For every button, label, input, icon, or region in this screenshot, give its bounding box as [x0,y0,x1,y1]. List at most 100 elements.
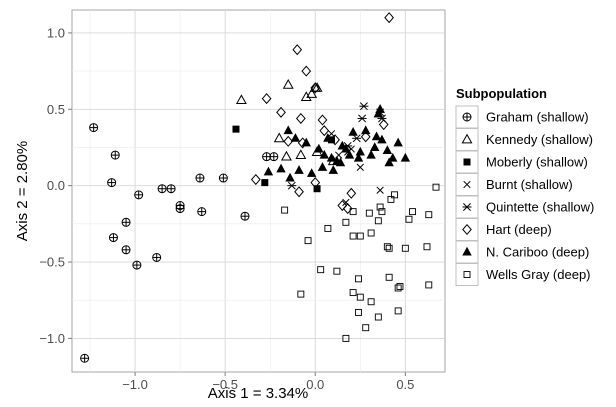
legend-item: Moberly (shallow) [455,150,588,174]
data-point [297,290,305,298]
data-point [378,118,389,131]
data-point [269,152,279,162]
data-point [317,114,328,126]
x-tick-label: −1.0 [122,377,148,392]
data-point [432,183,440,191]
data-point [362,324,370,332]
data-point [425,281,433,289]
legend-marker [463,158,471,166]
legend: Subpopulation Graham (shallow) Kennedy (s… [455,86,594,286]
data-point [376,203,384,211]
data-point [294,165,304,174]
data-point [385,244,393,252]
legend-label: Wells Gray (deep) [486,267,591,282]
data-point [371,131,382,141]
data-point [355,275,362,283]
data-point [384,157,394,167]
legend-label: Burnt (shallow) [486,177,573,192]
data-point [346,187,357,199]
legend-title: Subpopulation [456,86,547,101]
data-point [391,191,398,199]
y-tick-label: 0.0 [47,178,65,193]
data-point [370,142,380,151]
data-point [283,135,294,147]
x-tick-label: 0.0 [306,377,324,392]
data-point [326,152,337,162]
data-point [330,134,340,146]
y-tick-label: 0.5 [47,102,65,117]
x-axis-title: Axis 1 = 3.34% [208,385,308,402]
data-point [80,353,90,363]
data-point [356,293,364,301]
data-point [342,218,350,226]
data-point [342,334,350,342]
y-tick-label: −0.5 [39,255,65,270]
data-point [295,149,307,160]
data-point [376,186,384,194]
data-point [218,173,228,183]
legend-item: Wells Gray (deep) [455,263,591,286]
data-point [353,152,364,162]
legend-key-box [455,218,479,241]
data-point [405,215,413,223]
data-point [357,114,367,123]
data-point [341,143,351,153]
data-point [306,88,318,98]
data-point [197,207,207,217]
data-point [319,125,330,137]
data-point [152,252,162,262]
data-point [385,273,393,281]
legend-marker [461,133,473,144]
data-point [377,134,387,144]
data-point [359,102,369,111]
data-point [366,149,376,159]
data-point [388,152,398,162]
legend-item: N. Cariboo (deep) [455,240,589,264]
data-point [282,79,294,89]
series-7 [281,183,440,342]
data-point [360,131,371,143]
data-point [294,186,304,198]
data-point [310,82,321,94]
data-point [349,289,357,297]
data-point [387,195,395,203]
data-point [378,208,386,216]
data-point [276,106,286,118]
data-point [306,168,317,177]
data-point [409,208,417,216]
legend-marker [463,180,471,189]
y-tick-label: 1.0 [47,25,65,40]
x-tick-label: −0.5 [212,377,238,392]
data-point [276,163,286,173]
data-point [235,94,247,105]
legend-item: Burnt (shallow) [455,173,573,196]
legend-marker [462,223,472,236]
legend-item: Quintette (shallow) [455,195,594,219]
data-point [337,199,348,212]
data-point [365,209,373,217]
legend-label: Quintette (shallow) [486,200,594,215]
data-point [333,267,341,275]
data-point [396,283,404,290]
data-point [310,177,321,189]
data-point [382,145,393,155]
data-point [361,125,371,135]
data-point [319,149,329,159]
data-point [300,91,312,101]
data-point [373,108,384,118]
legend-label: Kennedy (shallow) [486,132,593,147]
legend-marker [462,246,472,256]
data-point [317,266,325,274]
data-point [301,137,311,147]
data-point [195,173,205,183]
legend-label: N. Cariboo (deep) [486,245,589,260]
data-point [348,126,358,136]
data-point [425,211,433,219]
legend-key-box [455,128,479,151]
data-point [355,308,362,316]
legend-label: Moberly (shallow) [486,155,588,170]
data-point [232,125,240,133]
data-point [317,162,328,171]
data-point [121,245,131,255]
data-point [132,260,142,270]
